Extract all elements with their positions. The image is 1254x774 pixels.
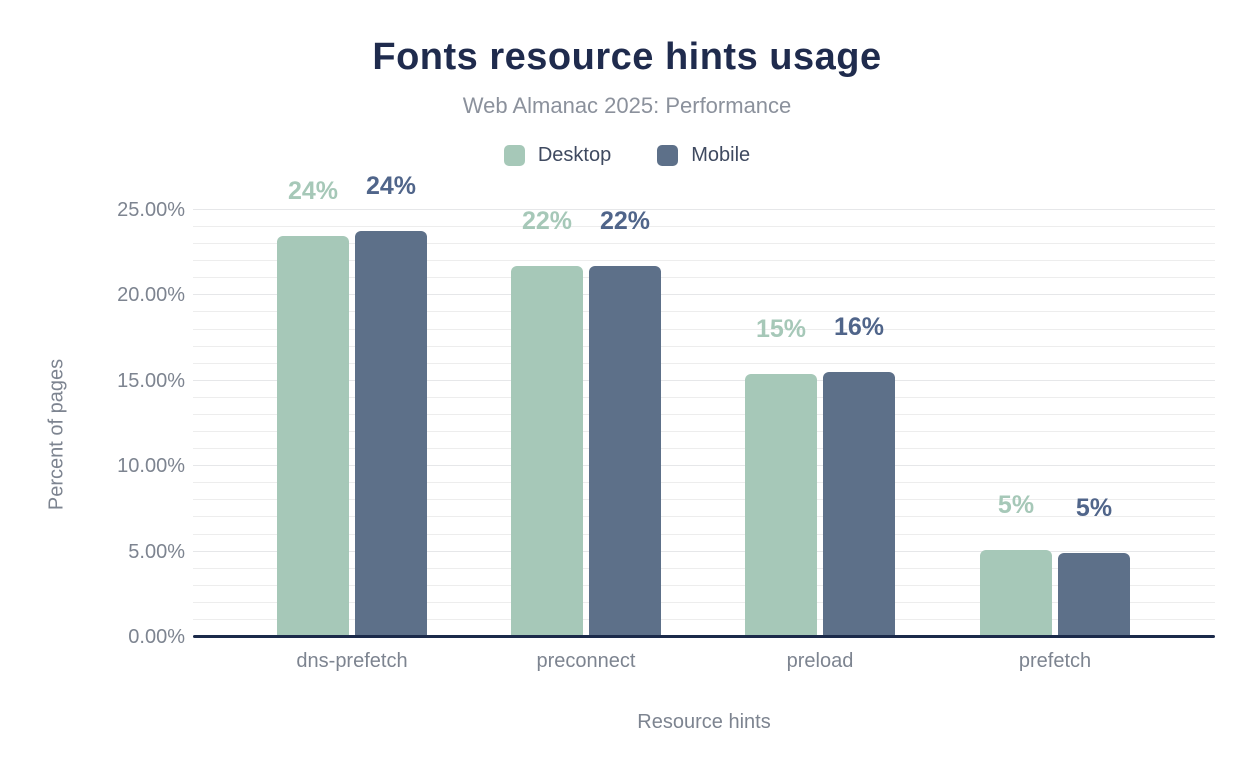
- x-axis-line: [193, 635, 1215, 638]
- legend-label: Desktop: [537, 144, 612, 166]
- y-tick-label: 10.00%: [117, 455, 185, 478]
- bar-value-label-dns-prefetch-desktop: 24%: [287, 176, 339, 205]
- gridline-major: [193, 209, 1215, 210]
- gridline-minor: [193, 362, 1215, 364]
- gridline-minor: [193, 601, 1215, 603]
- legend-swatch-mobile: [657, 145, 679, 166]
- x-tick-label-dns-prefetch: dns-prefetch: [296, 650, 408, 672]
- x-tick-label-preconnect: preconnect: [536, 650, 636, 672]
- bar-value-label-prefetch-mobile: 5%: [1075, 494, 1113, 523]
- gridline-minor: [193, 243, 1215, 245]
- gridline-minor: [193, 260, 1215, 262]
- gridline-major: [193, 379, 1215, 381]
- gridline-minor: [193, 618, 1215, 620]
- bar-value-label-preload-mobile: 16%: [833, 313, 885, 342]
- x-tick-label-preload: preload: [786, 650, 854, 672]
- bar-value-label-preload-desktop: 15%: [755, 314, 807, 343]
- x-tick-label-prefetch: prefetch: [1018, 650, 1092, 672]
- chart-title: Fonts resource hints usage: [372, 36, 882, 78]
- bar-value-label-preconnect-desktop: 22%: [521, 207, 573, 236]
- plot-area: 24% 24% 22% 22% 15% 16% 5% 5%: [193, 173, 1215, 638]
- gridline-minor: [193, 499, 1215, 501]
- legend-swatch-desktop: [503, 145, 525, 166]
- chart-legend: Desktop Mobile: [0, 144, 1254, 167]
- gridline-minor: [193, 413, 1215, 415]
- chart-subtitle: Web Almanac 2025: Performance: [462, 93, 792, 118]
- gridline-minor: [193, 448, 1215, 450]
- gridline-minor: [193, 584, 1215, 586]
- bar-prefetch-desktop: [980, 549, 1052, 637]
- x-axis-title: Resource hints: [637, 711, 771, 733]
- gridline-minor: [193, 396, 1215, 398]
- gridline-minor: [193, 516, 1215, 518]
- gridline-minor: [193, 431, 1215, 433]
- bar-value-label-preconnect-mobile: 22%: [599, 207, 651, 236]
- gridline-minor: [193, 533, 1215, 535]
- gridline-major: [193, 465, 1215, 467]
- gridline-minor: [193, 277, 1215, 279]
- gridline-minor: [193, 226, 1215, 228]
- bar-preconnect-desktop: [511, 266, 583, 637]
- y-axis-title: Percent of pages: [45, 358, 68, 511]
- y-tick-label: 0.00%: [128, 626, 185, 648]
- legend-item-mobile: Mobile: [657, 144, 750, 167]
- bar-value-label-dns-prefetch-mobile: 24%: [365, 171, 417, 200]
- legend-label: Mobile: [691, 144, 751, 166]
- bar-prefetch-mobile: [1058, 553, 1130, 637]
- bar-preload-desktop: [745, 373, 817, 637]
- y-tick-label: 5.00%: [128, 540, 185, 563]
- bar-preconnect-mobile: [589, 266, 661, 637]
- bar-dns-prefetch-desktop: [277, 235, 349, 637]
- gridline-major: [193, 294, 1215, 296]
- gridline-minor: [193, 482, 1215, 484]
- gridline-minor: [193, 311, 1215, 313]
- legend-item-desktop: Desktop: [503, 144, 612, 167]
- y-tick-label: 20.00%: [117, 284, 185, 307]
- gridline-minor: [193, 345, 1215, 347]
- gridline-minor: [193, 328, 1215, 330]
- y-tick-label: 15.00%: [117, 369, 185, 392]
- bar-value-label-prefetch-desktop: 5%: [997, 490, 1035, 519]
- bar-preload-mobile: [823, 372, 895, 637]
- bar-dns-prefetch-mobile: [355, 230, 427, 637]
- gridline-major: [193, 550, 1215, 552]
- gridline-minor: [193, 567, 1215, 569]
- y-tick-label: 25.00%: [117, 199, 185, 221]
